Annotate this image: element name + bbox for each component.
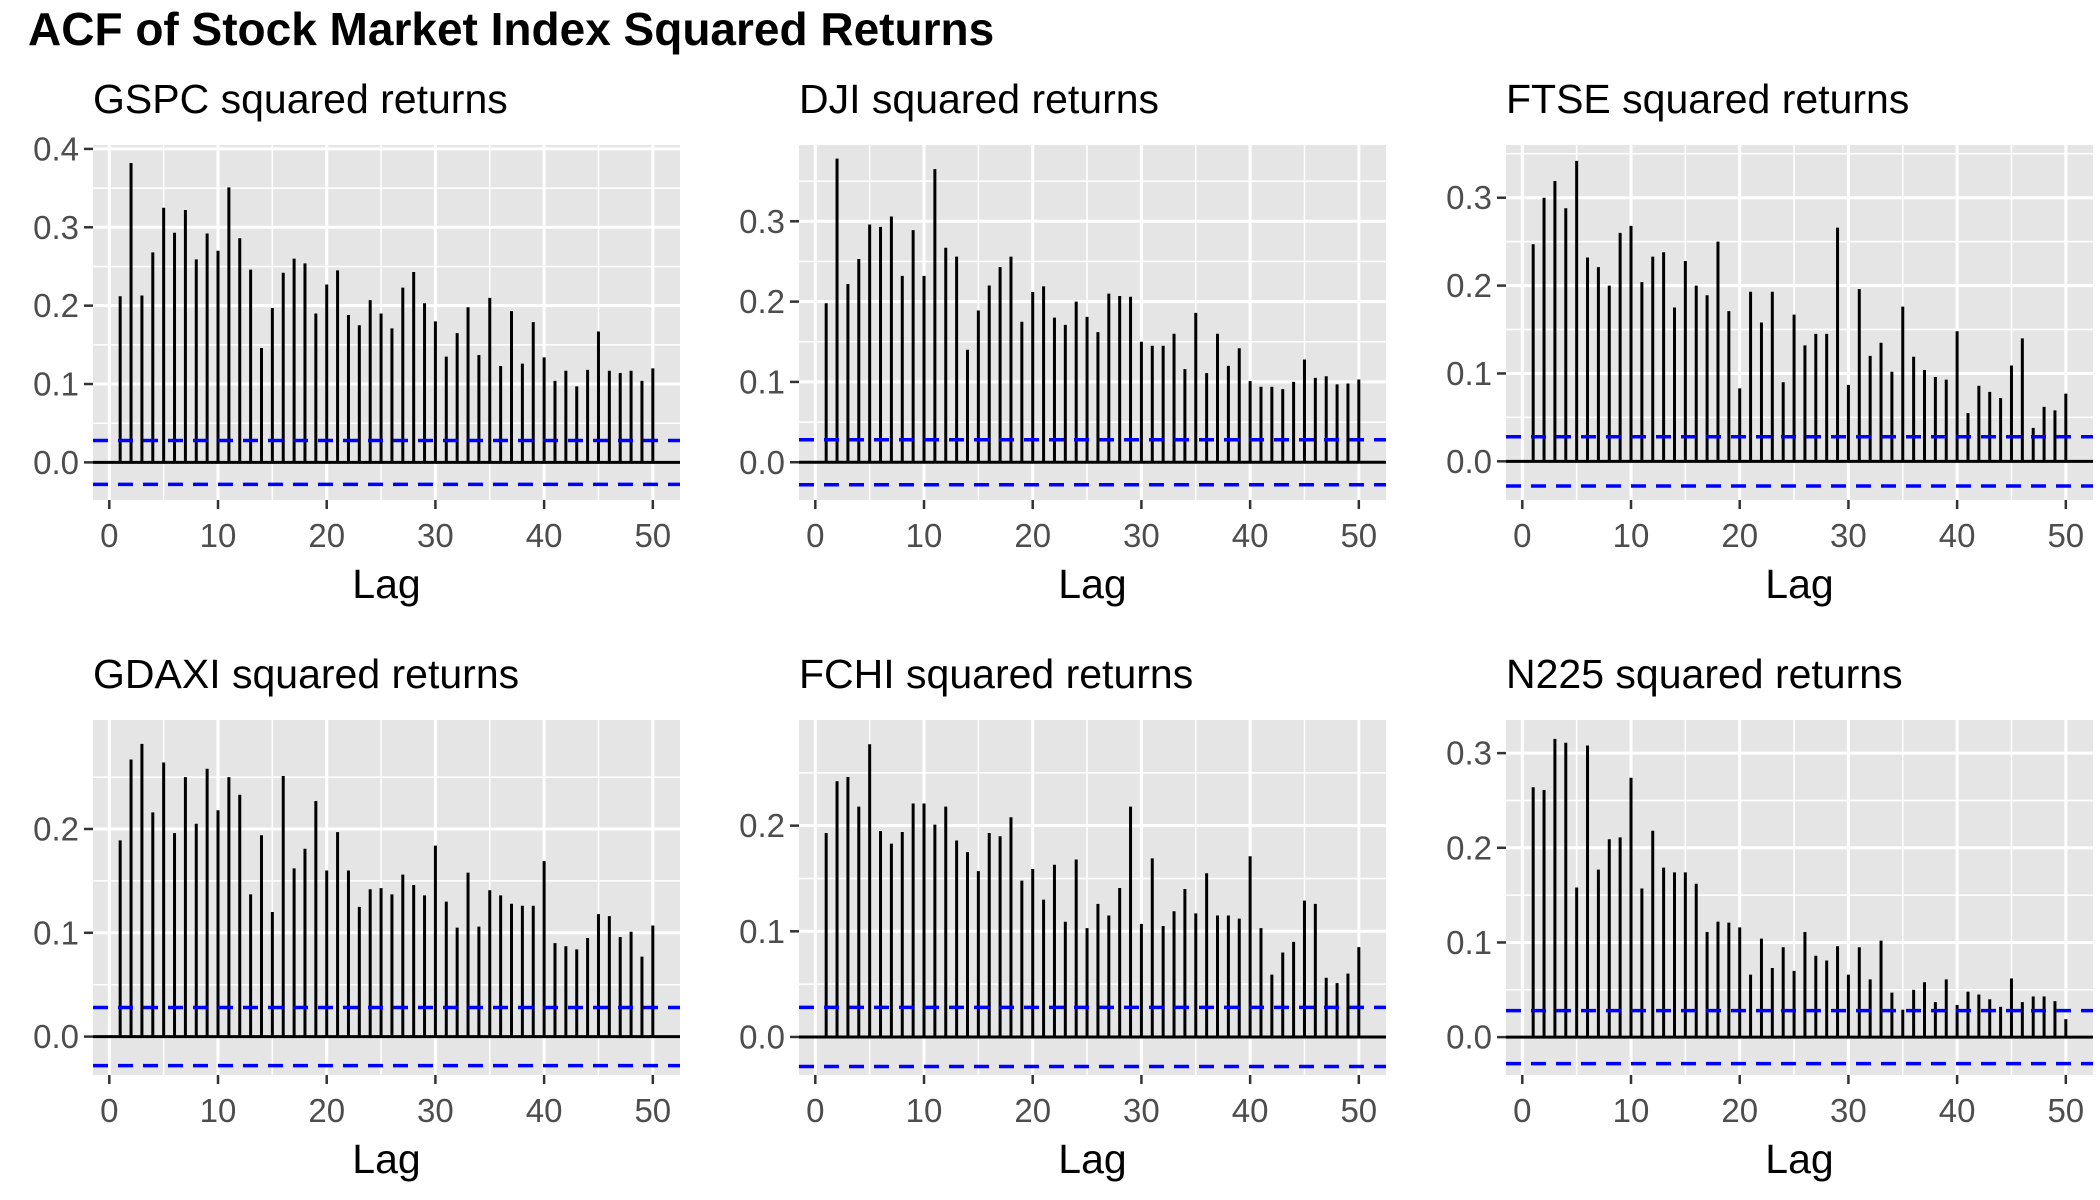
x-tick-label: 10 (1613, 517, 1650, 554)
y-tick-label: 0.2 (739, 807, 785, 844)
x-tick-label: 0 (1513, 1092, 1531, 1129)
y-tick-label: 0.0 (739, 1018, 785, 1055)
y-tick-label: 0.0 (33, 1018, 79, 1055)
x-tick-label: 50 (1340, 1092, 1377, 1129)
y-tick-label: 0.3 (739, 203, 785, 240)
x-tick-label: 0 (1513, 517, 1531, 554)
panel-title: FCHI squared returns (799, 651, 1193, 697)
x-tick-label: 40 (1939, 517, 1976, 554)
x-axis-title: Lag (1058, 561, 1126, 607)
x-axis-title: Lag (352, 1136, 420, 1182)
y-tick-label: 0.3 (33, 209, 79, 246)
x-tick-label: 30 (1123, 1092, 1160, 1129)
x-tick-label: 50 (2047, 1092, 2084, 1129)
panel-title: GDAXI squared returns (93, 651, 519, 697)
y-tick-label: 0.1 (739, 913, 785, 950)
x-tick-label: 50 (1340, 517, 1377, 554)
acf-panel: 0.0 0.1 0.2 0.3 0 10 20 30 40 50 Lag N225 squared r… (1446, 651, 2093, 1182)
acf-panel: 0.0 0.1 0.2 0 10 20 30 40 50 Lag GDAXI squared ret… (33, 651, 680, 1182)
panel-background (1506, 145, 2093, 500)
x-tick-label: 30 (1830, 1092, 1867, 1129)
x-tick-label: 50 (634, 1092, 671, 1129)
x-tick-label: 50 (634, 517, 671, 554)
y-tick-label: 0.3 (1446, 735, 1492, 772)
panel-title: GSPC squared returns (93, 76, 508, 122)
y-tick-label: 0.1 (33, 914, 79, 951)
x-tick-label: 0 (806, 1092, 824, 1129)
x-tick-label: 30 (1123, 517, 1160, 554)
panel-title: FTSE squared returns (1506, 76, 1909, 122)
y-tick-label: 0.1 (739, 363, 785, 400)
x-tick-label: 0 (100, 1092, 118, 1129)
x-tick-label: 30 (417, 1092, 454, 1129)
x-tick-label: 40 (526, 517, 563, 554)
x-axis-title: Lag (352, 561, 420, 607)
figure-title: ACF of Stock Market Index Squared Return… (28, 3, 995, 55)
x-tick-label: 40 (1232, 1092, 1269, 1129)
x-tick-label: 20 (1721, 1092, 1758, 1129)
x-tick-label: 20 (308, 517, 345, 554)
panel-background (799, 720, 1386, 1075)
x-tick-label: 10 (906, 517, 943, 554)
acf-panel: 0.0 0.1 0.2 0 10 20 30 40 50 Lag FCHI squared retu… (739, 651, 1386, 1182)
y-tick-label: 0.0 (1446, 1019, 1492, 1056)
x-tick-label: 30 (1830, 517, 1867, 554)
x-tick-label: 0 (806, 517, 824, 554)
x-tick-label: 50 (2047, 517, 2084, 554)
x-tick-label: 40 (1939, 1092, 1976, 1129)
panel-title: DJI squared returns (799, 76, 1159, 122)
x-axis-title: Lag (1058, 1136, 1126, 1182)
x-tick-label: 20 (308, 1092, 345, 1129)
y-tick-label: 0.2 (1446, 267, 1492, 304)
x-tick-label: 20 (1014, 1092, 1051, 1129)
y-tick-label: 0.2 (1446, 829, 1492, 866)
panel-background (1506, 720, 2093, 1075)
y-tick-label: 0.1 (1446, 355, 1492, 392)
panel-background (799, 145, 1386, 500)
panel-title: N225 squared returns (1506, 651, 1903, 697)
acf-panel: 0.0 0.1 0.2 0.3 0 10 20 30 40 50 Lag DJI squared re… (739, 76, 1386, 607)
panel-background (93, 720, 680, 1075)
x-tick-label: 10 (1613, 1092, 1650, 1129)
y-tick-label: 0.2 (33, 810, 79, 847)
x-axis-title: Lag (1765, 561, 1833, 607)
x-tick-label: 0 (100, 517, 118, 554)
y-tick-label: 0.2 (739, 283, 785, 320)
y-tick-label: 0.2 (33, 287, 79, 324)
y-tick-label: 0.0 (1446, 443, 1492, 480)
y-tick-label: 0.0 (33, 444, 79, 481)
x-tick-label: 40 (1232, 517, 1269, 554)
y-tick-label: 0.4 (33, 130, 79, 167)
x-tick-label: 20 (1721, 517, 1758, 554)
x-tick-label: 10 (200, 1092, 237, 1129)
y-tick-label: 0.1 (1446, 924, 1492, 961)
panel-background (93, 145, 680, 500)
acf-panel: 0.0 0.1 0.2 0.3 0 10 20 30 40 50 Lag FTSE squared r… (1446, 76, 2093, 607)
y-tick-label: 0.1 (33, 366, 79, 403)
acf-panel: 0.0 0.1 0.2 0.3 0.4 0 10 20 30 40 50 Lag GSPC square… (33, 76, 680, 607)
x-tick-label: 40 (526, 1092, 563, 1129)
y-tick-label: 0.0 (739, 444, 785, 481)
x-tick-label: 10 (906, 1092, 943, 1129)
y-tick-label: 0.3 (1446, 179, 1492, 216)
x-tick-label: 30 (417, 517, 454, 554)
x-axis-title: Lag (1765, 1136, 1833, 1182)
x-tick-label: 10 (200, 517, 237, 554)
x-tick-label: 20 (1014, 517, 1051, 554)
